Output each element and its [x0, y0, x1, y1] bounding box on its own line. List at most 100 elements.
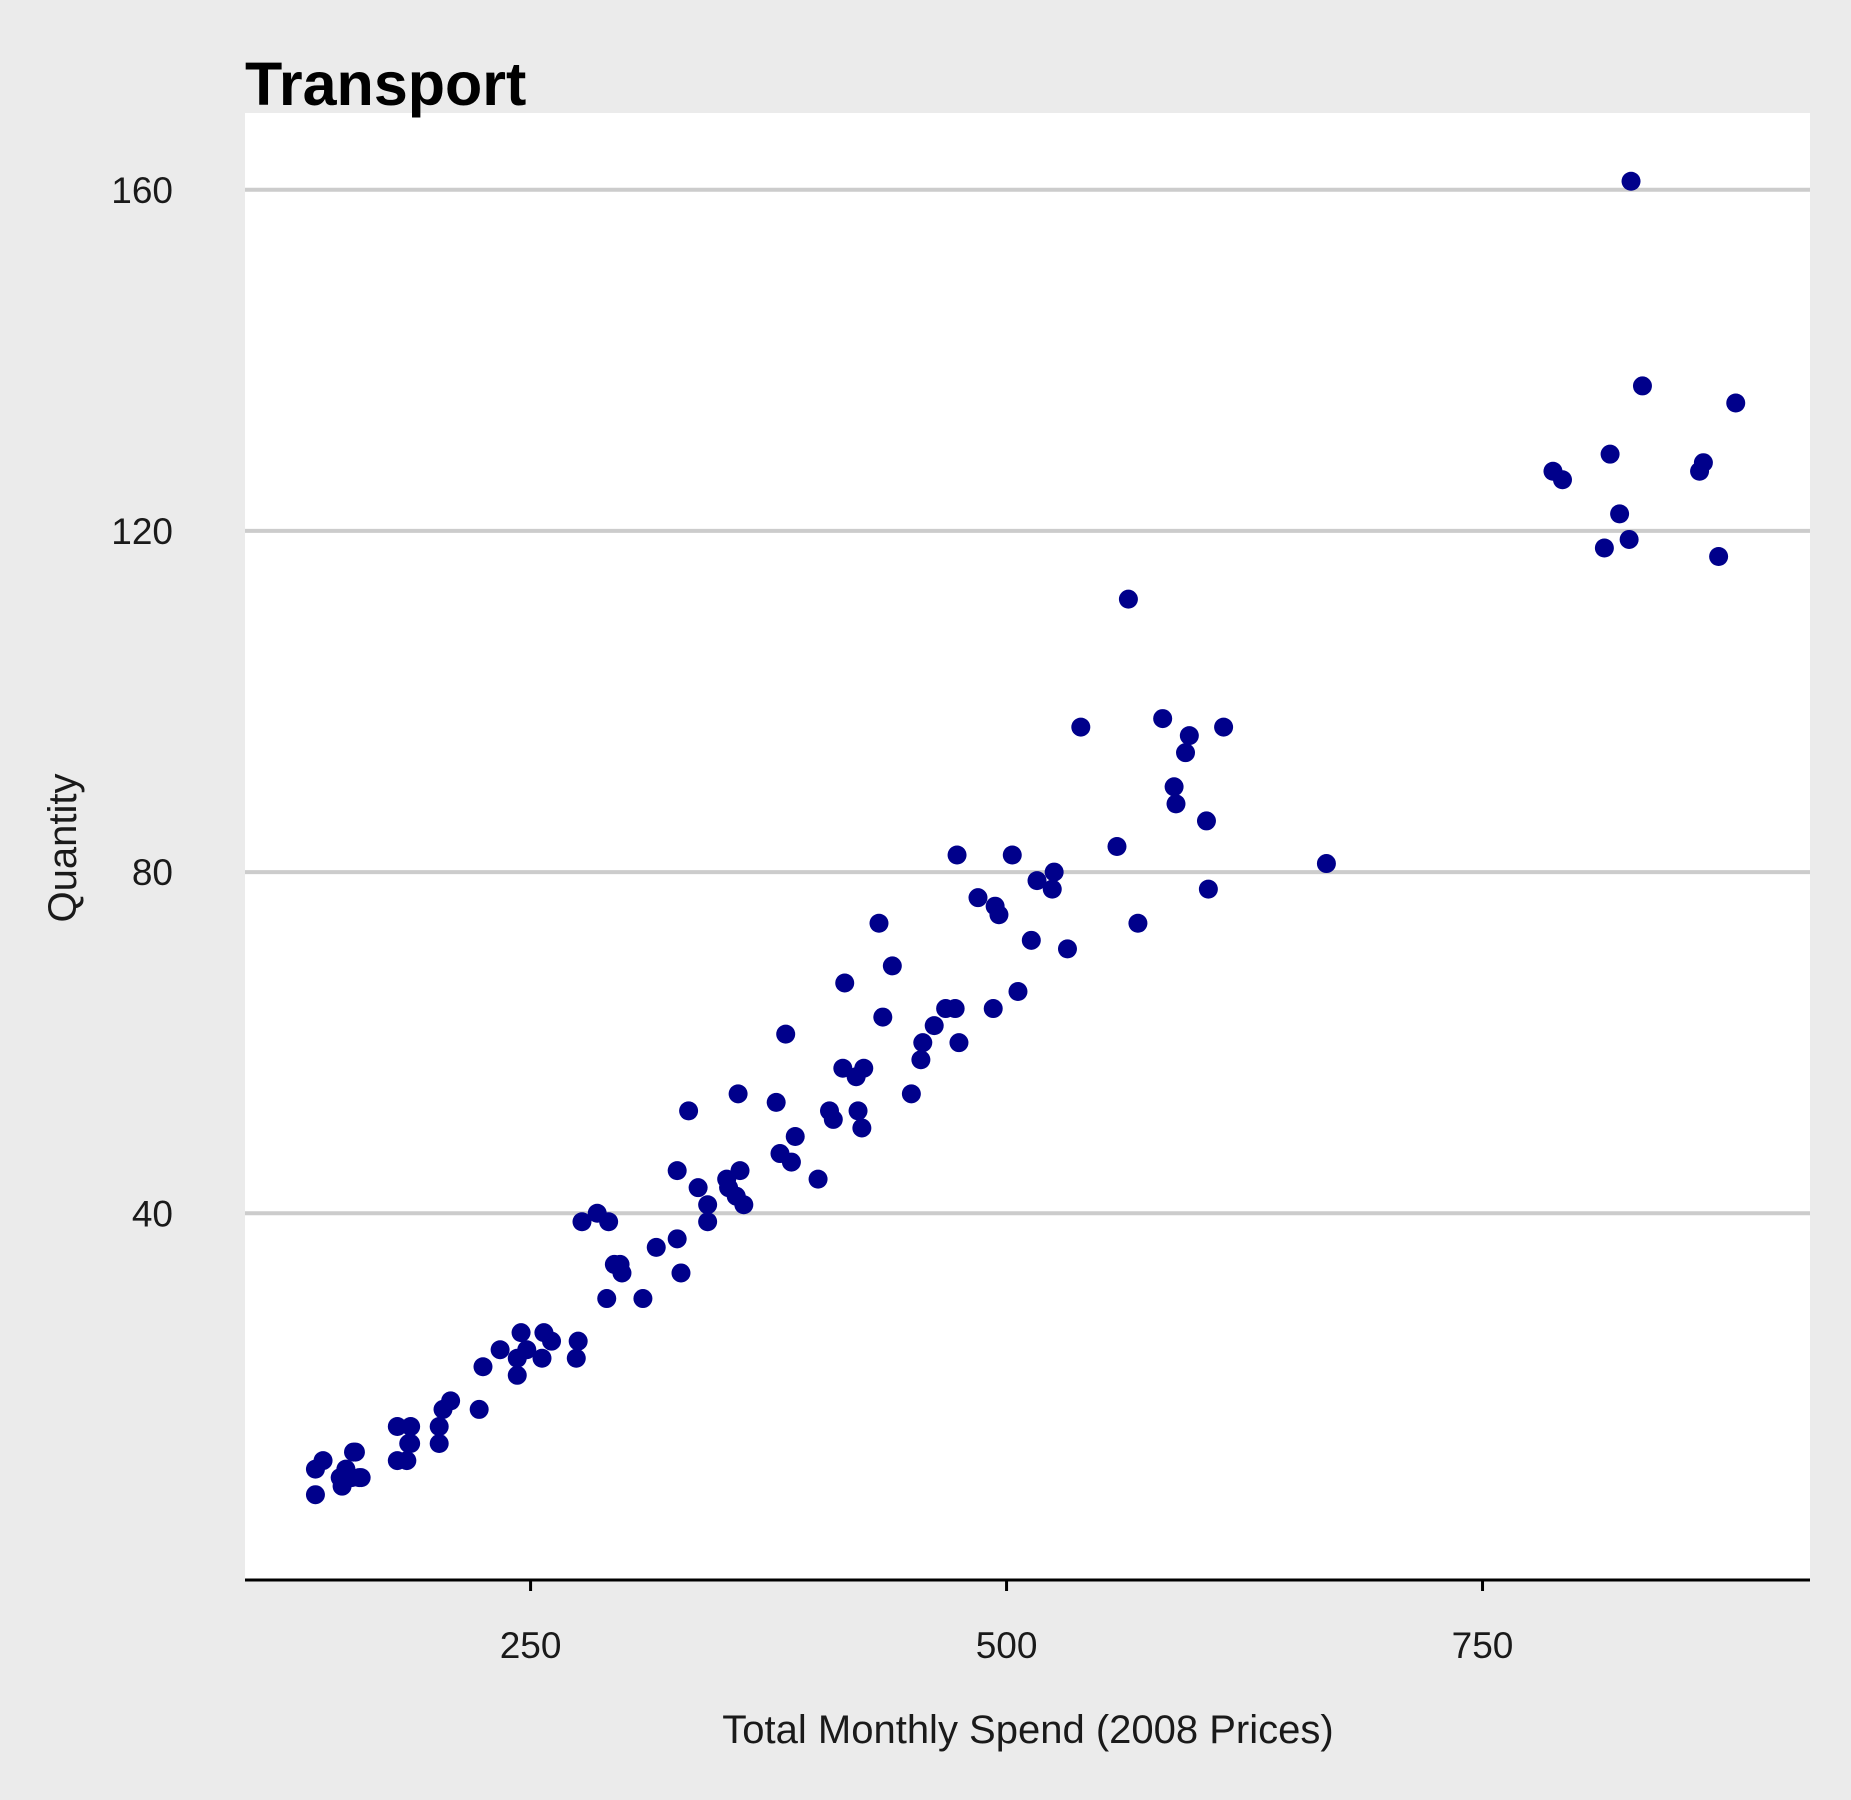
data-points	[305, 171, 1746, 1505]
data-point	[633, 1289, 653, 1309]
data-point	[808, 1169, 828, 1189]
y-tick-label: 80	[132, 852, 173, 893]
data-point	[387, 1416, 407, 1436]
data-point	[397, 1451, 417, 1471]
data-point	[1153, 709, 1173, 729]
data-point	[517, 1340, 537, 1360]
chart-title: Transport	[245, 50, 526, 118]
data-point	[646, 1237, 666, 1257]
data-point	[469, 1399, 489, 1419]
data-point	[901, 1084, 921, 1104]
data-point	[1057, 939, 1077, 959]
data-point	[882, 956, 902, 976]
data-point	[1552, 470, 1572, 490]
data-point	[1594, 538, 1614, 558]
data-point	[852, 1118, 872, 1138]
data-point	[542, 1331, 562, 1351]
data-point	[401, 1416, 421, 1436]
data-point	[869, 913, 889, 933]
gridlines	[245, 187, 1810, 1216]
data-point	[1128, 913, 1148, 933]
data-point	[572, 1212, 592, 1232]
plot-panel	[245, 113, 1810, 1580]
data-point	[507, 1365, 527, 1385]
data-point	[734, 1195, 754, 1215]
data-point	[989, 905, 1009, 925]
data-point	[1693, 453, 1713, 473]
data-point	[566, 1348, 586, 1368]
data-point	[1214, 717, 1234, 737]
data-point	[441, 1391, 461, 1411]
data-point	[667, 1229, 687, 1249]
data-point	[983, 999, 1003, 1019]
data-point	[1166, 794, 1186, 814]
data-point	[848, 1101, 868, 1121]
data-point	[776, 1024, 796, 1044]
data-point	[1621, 171, 1641, 191]
data-point	[599, 1212, 619, 1232]
data-point	[351, 1468, 371, 1488]
data-point	[698, 1212, 718, 1232]
data-point	[1176, 743, 1196, 763]
data-point	[1316, 854, 1336, 874]
data-point	[1107, 837, 1127, 856]
data-point	[345, 1442, 365, 1462]
data-point	[568, 1331, 588, 1351]
data-point	[766, 1092, 786, 1112]
data-point	[1179, 726, 1199, 746]
data-point	[688, 1178, 708, 1198]
data-point	[1198, 879, 1218, 899]
data-point	[924, 1016, 944, 1036]
data-point	[671, 1263, 691, 1283]
data-point	[698, 1195, 718, 1215]
data-point	[947, 845, 967, 865]
data-point	[854, 1058, 874, 1078]
y-axis-label: Quantity	[41, 774, 85, 923]
data-point	[1002, 845, 1022, 865]
data-point	[911, 1050, 931, 1070]
data-point	[728, 1084, 748, 1104]
data-point	[945, 999, 965, 1019]
data-point	[1619, 529, 1639, 549]
data-point	[1118, 589, 1138, 609]
data-point	[823, 1109, 843, 1129]
data-point	[1164, 777, 1184, 797]
data-point	[873, 1007, 893, 1027]
data-point	[532, 1348, 552, 1368]
data-point	[679, 1101, 699, 1121]
data-point	[612, 1263, 632, 1283]
data-point	[968, 888, 988, 908]
data-point	[949, 1033, 969, 1053]
data-point	[1632, 376, 1652, 396]
y-tick-label: 40	[132, 1193, 173, 1234]
y-tick-label: 160	[111, 170, 173, 211]
data-point	[1726, 393, 1746, 413]
data-point	[473, 1357, 493, 1377]
x-axis-ticks: 250 500 750	[500, 1580, 1514, 1666]
x-tick-label: 750	[1452, 1625, 1514, 1666]
data-point	[429, 1416, 449, 1436]
data-point	[511, 1323, 531, 1343]
data-point	[835, 973, 855, 993]
data-point	[913, 1033, 933, 1053]
data-point	[1008, 981, 1028, 1001]
data-point	[785, 1126, 805, 1146]
data-point	[667, 1161, 687, 1181]
data-point	[1027, 871, 1047, 891]
data-point	[305, 1485, 325, 1505]
data-point	[313, 1451, 333, 1471]
data-point	[1600, 444, 1620, 464]
y-tick-label: 120	[111, 511, 173, 552]
data-point	[1042, 879, 1062, 899]
data-point	[1610, 504, 1630, 524]
data-point	[1071, 717, 1091, 737]
data-point	[401, 1434, 421, 1454]
data-point	[730, 1161, 750, 1181]
data-point	[781, 1152, 801, 1172]
data-point	[1044, 862, 1064, 882]
data-point	[429, 1434, 449, 1454]
data-point	[490, 1340, 510, 1360]
y-axis-ticks: 40 80 120 160	[111, 170, 173, 1234]
data-point	[1021, 930, 1041, 950]
